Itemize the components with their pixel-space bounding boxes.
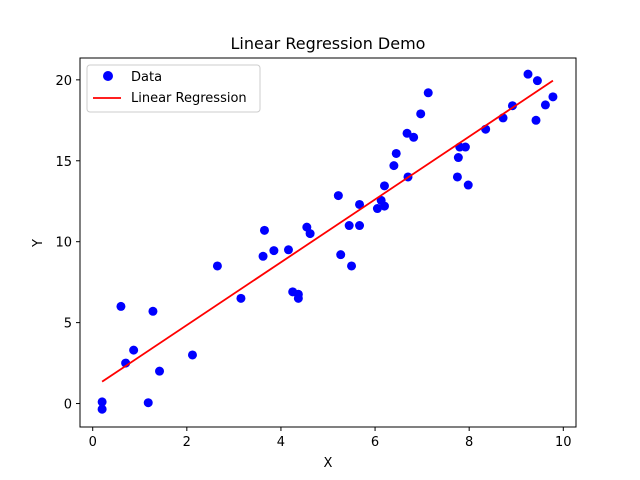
data-point bbox=[548, 92, 558, 102]
data-point bbox=[155, 366, 165, 376]
axes-frame bbox=[79, 57, 577, 428]
data-point bbox=[463, 180, 473, 190]
data-point bbox=[129, 345, 139, 355]
legend-marker-data bbox=[103, 71, 113, 81]
data-point bbox=[97, 397, 107, 407]
data-point bbox=[336, 250, 346, 260]
data-point bbox=[97, 404, 107, 414]
data-point bbox=[212, 261, 222, 271]
data-point bbox=[259, 225, 269, 235]
y-tick-label: 0 bbox=[64, 398, 72, 413]
x-tick-label: 0 bbox=[89, 435, 97, 450]
plot-area bbox=[97, 69, 558, 414]
data-point bbox=[531, 115, 541, 125]
x-tick-label: 4 bbox=[277, 435, 285, 450]
legend-label-data: Data bbox=[131, 70, 162, 85]
x-axis-ticks: 0 2 4 6 8 10 bbox=[89, 427, 572, 450]
data-point bbox=[453, 153, 463, 163]
data-point bbox=[409, 132, 419, 142]
data-point bbox=[143, 398, 153, 408]
data-point bbox=[540, 100, 550, 110]
y-tick-label: 20 bbox=[55, 74, 72, 89]
y-tick-label: 10 bbox=[55, 236, 72, 251]
regression-line bbox=[101, 79, 554, 383]
data-point bbox=[391, 148, 401, 158]
data-point bbox=[258, 251, 268, 261]
data-point bbox=[355, 221, 365, 231]
legend-label-linear-regression: Linear Regression bbox=[131, 91, 247, 106]
data-point bbox=[372, 204, 382, 214]
y-axis-ticks: 0 5 10 15 20 bbox=[55, 74, 80, 413]
data-point bbox=[116, 301, 126, 311]
data-point bbox=[523, 69, 533, 79]
legend: Data Linear Regression bbox=[86, 64, 261, 113]
data-point bbox=[379, 201, 389, 211]
y-tick-label: 5 bbox=[64, 317, 72, 332]
y-axis-label: Y bbox=[31, 239, 46, 248]
data-point bbox=[333, 191, 343, 201]
data-point bbox=[293, 293, 303, 303]
data-point bbox=[452, 172, 462, 182]
data-point bbox=[347, 261, 357, 271]
data-point bbox=[187, 350, 197, 360]
chart-title: Linear Regression Demo bbox=[231, 34, 426, 53]
data-point bbox=[379, 181, 389, 191]
x-axis-label: X bbox=[324, 456, 333, 471]
data-point bbox=[355, 199, 365, 209]
data-point bbox=[389, 161, 399, 171]
data-point bbox=[148, 306, 158, 316]
data-point bbox=[507, 101, 517, 111]
x-tick-label: 10 bbox=[555, 435, 572, 450]
y-tick-label: 15 bbox=[55, 155, 72, 170]
data-point bbox=[423, 88, 433, 98]
data-point bbox=[344, 221, 354, 231]
data-point bbox=[460, 142, 470, 152]
x-tick-label: 8 bbox=[465, 435, 473, 450]
x-tick-label: 6 bbox=[371, 435, 379, 450]
data-point bbox=[402, 128, 412, 138]
data-point bbox=[416, 109, 426, 119]
data-point bbox=[532, 76, 542, 86]
x-tick-label: 2 bbox=[183, 435, 191, 450]
data-point bbox=[236, 293, 246, 303]
data-point bbox=[283, 245, 293, 255]
legend-box bbox=[86, 64, 261, 113]
data-point bbox=[305, 229, 315, 239]
data-point bbox=[269, 246, 279, 256]
